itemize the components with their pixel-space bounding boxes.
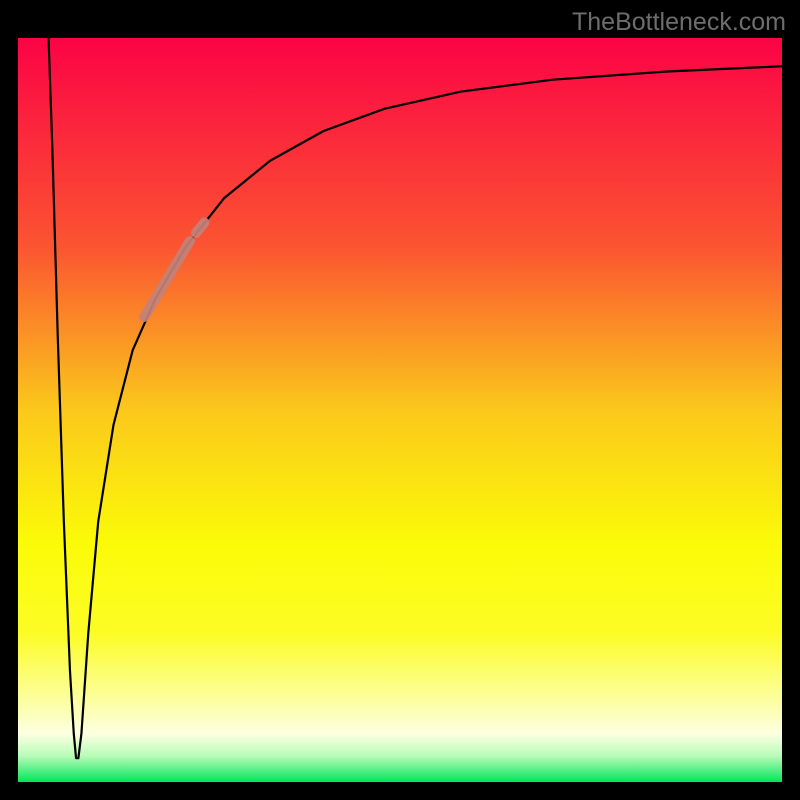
- gradient-background: [18, 38, 782, 782]
- highlight-segment: [196, 223, 204, 233]
- chart-stage: TheBottleneck.com: [0, 0, 800, 800]
- bottleneck-curve-plot: [18, 38, 782, 782]
- watermark-text: TheBottleneck.com: [572, 8, 786, 37]
